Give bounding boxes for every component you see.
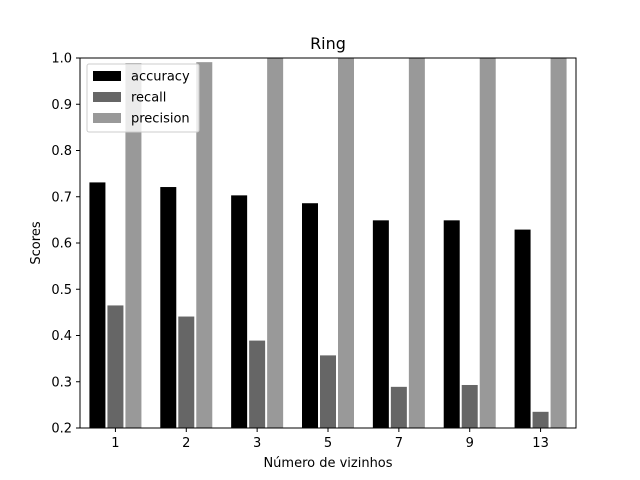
legend-label-accuracy: accuracy <box>131 70 190 85</box>
bar-precision-9 <box>479 58 496 428</box>
bar-accuracy-3 <box>231 195 248 428</box>
bar-accuracy-5 <box>302 203 318 428</box>
bar-precision-13 <box>550 58 567 428</box>
bar-precision-7 <box>408 58 425 428</box>
y-tick-label: 0.5 <box>51 283 72 298</box>
legend-swatch-accuracy <box>93 71 121 81</box>
x-axis: 1 2 3 5 7 9 13 <box>111 428 549 451</box>
bar-precision-2 <box>196 62 213 428</box>
x-tick-label: 5 <box>324 436 332 451</box>
legend-swatch-precision <box>93 113 121 123</box>
bar-recall-1 <box>107 305 124 428</box>
y-axis: 0.2 0.3 0.4 0.5 0.6 0.7 0.8 0.9 1.0 <box>51 52 80 437</box>
bar-accuracy-9 <box>443 220 460 428</box>
bar-recall-3 <box>249 340 266 428</box>
bar-recall-9 <box>461 384 478 428</box>
legend-swatch-recall <box>93 92 121 102</box>
bar-recall-2 <box>178 316 195 428</box>
bar-accuracy-1 <box>89 182 106 428</box>
x-tick-label: 13 <box>532 436 549 451</box>
bar-precision-1 <box>125 63 142 429</box>
x-tick-label: 1 <box>111 436 119 451</box>
x-tick-label: 7 <box>395 436 403 451</box>
bars-layer <box>89 58 567 429</box>
y-tick-label: 0.9 <box>51 98 72 113</box>
y-tick-label: 0.7 <box>51 190 72 205</box>
bar-recall-13 <box>532 411 549 428</box>
y-tick-label: 0.8 <box>51 144 72 159</box>
y-tick-label: 0.3 <box>51 375 72 390</box>
y-tick-label: 0.6 <box>51 237 72 252</box>
y-tick-label: 0.4 <box>51 329 72 344</box>
x-tick-label: 9 <box>466 436 474 451</box>
bar-accuracy-2 <box>160 187 177 428</box>
y-tick-label: 1.0 <box>51 52 72 67</box>
bar-precision-5 <box>338 58 354 428</box>
x-tick-label: 2 <box>182 436 190 451</box>
legend: accuracy recall precision <box>86 63 200 133</box>
bar-recall-7 <box>390 386 407 428</box>
legend-label-recall: recall <box>131 91 166 106</box>
chart-title: Ring <box>310 34 346 53</box>
y-tick-label: 0.2 <box>51 422 72 437</box>
x-axis-label: Número de vizinhos <box>263 456 392 471</box>
bar-precision-3 <box>267 58 284 428</box>
x-tick-label: 3 <box>253 436 261 451</box>
bar-accuracy-7 <box>372 220 389 428</box>
y-axis-label: Scores <box>29 221 44 264</box>
bar-recall-5 <box>320 355 336 428</box>
bar-accuracy-13 <box>514 229 531 428</box>
legend-label-precision: precision <box>131 112 190 127</box>
